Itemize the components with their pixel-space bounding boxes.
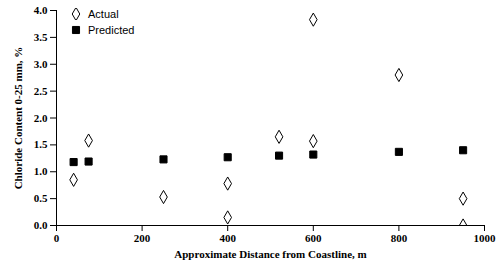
svg-text:1.0: 1.0 xyxy=(34,165,48,177)
svg-text:3.0: 3.0 xyxy=(34,58,48,70)
svg-text:4.0: 4.0 xyxy=(34,4,48,16)
html-text:Actual: Actual xyxy=(88,8,119,20)
svg-text:2.5: 2.5 xyxy=(34,85,48,97)
svg-text:Chloride Content 0-25 mm, %: Chloride Content 0-25 mm, % xyxy=(12,47,24,190)
svg-text:Approximate Distance from Coas: Approximate Distance from Coastline, m xyxy=(174,248,366,260)
html-text:Predicted: Predicted xyxy=(88,24,135,36)
svg-text:1000: 1000 xyxy=(474,232,497,244)
svg-text:600: 600 xyxy=(305,232,322,244)
svg-text:0.0: 0.0 xyxy=(34,219,48,231)
svg-text:0.5: 0.5 xyxy=(34,192,48,204)
svg-text:400: 400 xyxy=(219,232,236,244)
svg-text:2.0: 2.0 xyxy=(34,112,48,124)
svg-text:1.5: 1.5 xyxy=(34,138,48,150)
svg-text:0: 0 xyxy=(54,232,60,244)
svg-text:200: 200 xyxy=(134,232,151,244)
svg-text:3.5: 3.5 xyxy=(34,31,48,43)
svg-text:800: 800 xyxy=(391,232,408,244)
